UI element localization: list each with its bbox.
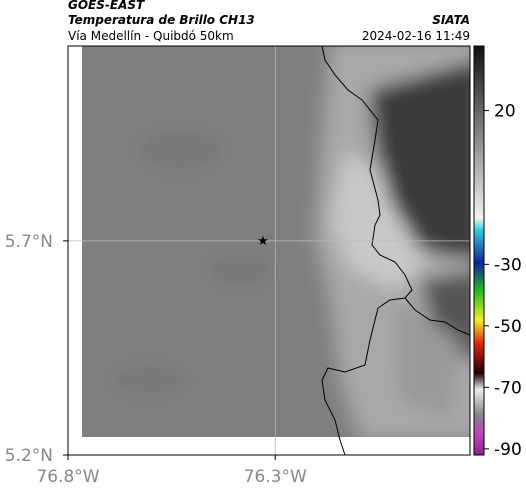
x-tick-label: 76.8°W — [36, 467, 99, 487]
colorbar-tick-label: 20 — [494, 102, 516, 122]
satellite-image — [82, 46, 470, 437]
x-tick-label: 76.3°W — [244, 467, 307, 487]
y-tick-label: 5.2°N — [5, 446, 53, 466]
satellite: GOES-EAST — [68, 0, 145, 12]
y-tick-label: 5.7°N — [5, 232, 53, 252]
colorbar-tick-label: -90 — [494, 440, 522, 460]
colorbar-tick-label: -50 — [494, 317, 522, 337]
colorbar-tick-label: -30 — [494, 255, 522, 275]
colorbar — [473, 45, 485, 456]
product: Temperatura de Brillo CH13 — [68, 13, 255, 27]
source: SIATA — [432, 13, 470, 27]
colorbar-tick-label: -70 — [494, 378, 522, 398]
timestamp: 2024-02-16 11:49 — [362, 29, 470, 43]
location-marker: ★ — [257, 234, 269, 249]
region: Vía Medellín - Quibdó 50km — [68, 29, 234, 43]
map-frame — [67, 45, 471, 456]
borders — [321, 45, 471, 456]
